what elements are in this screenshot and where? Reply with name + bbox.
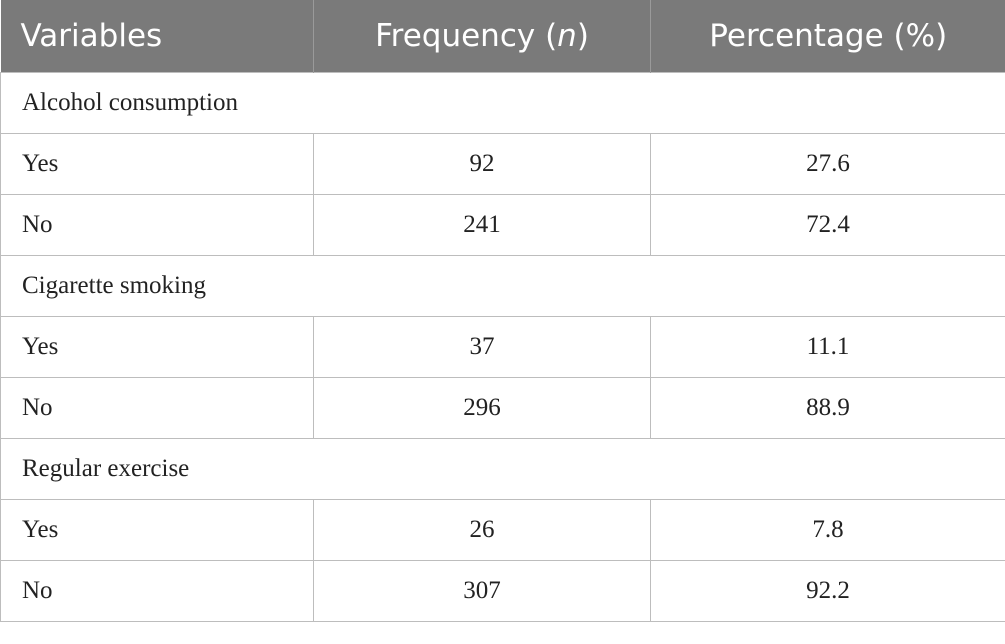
row-label: No	[0, 376, 314, 439]
group-label: Cigarette smoking	[0, 254, 1005, 317]
header-frequency: Frequency (n)	[313, 0, 651, 72]
row-label: No	[0, 559, 314, 622]
header-variables: Variables	[0, 0, 314, 72]
table-row: No 296 88.9	[0, 376, 1005, 439]
header-frequency-prefix: Frequency (	[375, 17, 558, 54]
group-label: Regular exercise	[0, 437, 1005, 500]
group-row-cigarette-smoking: Cigarette smoking	[0, 254, 1005, 317]
group-row-alcohol-consumption: Alcohol consumption	[0, 71, 1005, 134]
group-label: Alcohol consumption	[0, 71, 1005, 134]
header-frequency-n: n	[557, 17, 577, 54]
row-percentage: 11.1	[650, 315, 1005, 378]
group-row-regular-exercise: Regular exercise	[0, 437, 1005, 500]
table-row: Yes 26 7.8	[0, 498, 1005, 561]
row-percentage: 72.4	[650, 193, 1005, 256]
row-label: Yes	[0, 132, 314, 195]
row-label: Yes	[0, 498, 314, 561]
row-frequency: 92	[313, 132, 651, 195]
row-frequency: 296	[313, 376, 651, 439]
row-percentage: 27.6	[650, 132, 1005, 195]
table-row: No 307 92.2	[0, 559, 1005, 622]
row-frequency: 307	[313, 559, 651, 622]
row-label: No	[0, 193, 314, 256]
header-frequency-suffix: )	[576, 17, 589, 54]
header-percentage: Percentage (%)	[650, 0, 1005, 72]
table-row: Yes 37 11.1	[0, 315, 1005, 378]
data-table: Variables Frequency (n) Percentage (%) A…	[0, 0, 1005, 622]
row-percentage: 92.2	[650, 559, 1005, 622]
table-header: Variables Frequency (n) Percentage (%)	[0, 0, 1005, 72]
row-percentage: 88.9	[650, 376, 1005, 439]
header-row: Variables Frequency (n) Percentage (%)	[0, 0, 1005, 72]
table-row: Yes 92 27.6	[0, 132, 1005, 195]
table-row: No 241 72.4	[0, 193, 1005, 256]
row-percentage: 7.8	[650, 498, 1005, 561]
row-label: Yes	[0, 315, 314, 378]
row-frequency: 241	[313, 193, 651, 256]
row-frequency: 26	[313, 498, 651, 561]
table-body: Alcohol consumption Yes 92 27.6 No 241 7…	[0, 71, 1005, 622]
row-frequency: 37	[313, 315, 651, 378]
